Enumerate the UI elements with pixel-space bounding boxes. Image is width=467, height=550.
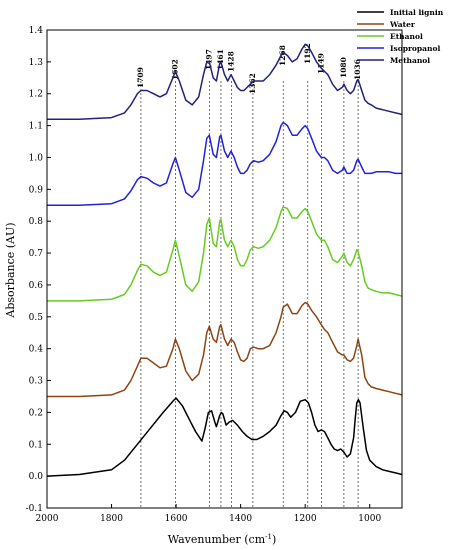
peak-label: 1080 bbox=[339, 57, 348, 78]
series-line-isopropanol bbox=[47, 121, 402, 207]
legend-label: Isopropanol bbox=[390, 44, 440, 53]
axes: -0.1 0.0 0.1 0.2 0.3 0.4 0.5 0.6 0.7 0.8 0.9 1.0 1.1… bbox=[26, 26, 403, 524]
peak-label: 1461 bbox=[216, 49, 225, 70]
peak-label: 1709 bbox=[136, 67, 145, 88]
legend: Initial lignin Water Ethanol Isopropanol Met… bbox=[357, 8, 444, 65]
y-tick-label: 0.4 bbox=[29, 345, 44, 355]
y-axis-label: Absorbance (AU) bbox=[4, 222, 17, 318]
x-axis-label-sup: -1 bbox=[265, 533, 272, 541]
x-tick-label: 1800 bbox=[100, 514, 123, 524]
series-line-methanol bbox=[47, 43, 403, 120]
peak-label: 1268 bbox=[278, 45, 287, 66]
peak-label: 1149 bbox=[317, 53, 326, 74]
y-tick-label: 1.2 bbox=[29, 90, 43, 100]
y-tick-label: -0.1 bbox=[26, 504, 43, 514]
y-tick-label: 1.1 bbox=[29, 122, 43, 132]
x-tick-label: 1200 bbox=[294, 514, 317, 524]
peak-label: 1362 bbox=[248, 73, 257, 94]
peak-label: 1428 bbox=[227, 51, 236, 72]
y-tick-label: 0.1 bbox=[29, 440, 43, 450]
x-axis-label-close: ) bbox=[272, 533, 276, 546]
peak-label: 1497 bbox=[204, 49, 213, 70]
x-tick-label: 2000 bbox=[36, 514, 59, 524]
series-group bbox=[46, 43, 403, 477]
y-tick-label: 0.5 bbox=[29, 313, 44, 323]
y-tick-label: 1.4 bbox=[29, 26, 44, 36]
peak-label: 1602 bbox=[170, 59, 179, 80]
y-tick-label: 0.0 bbox=[29, 472, 44, 482]
y-tick-label: 0.3 bbox=[29, 377, 44, 387]
y-tick-label: 0.6 bbox=[29, 281, 44, 291]
y-tick-label: 0.8 bbox=[29, 217, 44, 227]
legend-label: Initial lignin bbox=[390, 8, 444, 17]
legend-label: Ethanol bbox=[390, 32, 423, 41]
peak-label: 1036 bbox=[353, 59, 362, 80]
peak-marker-group: 1709 1602 1497 1461 1428 1362 1268 1192 1149 1080… bbox=[136, 43, 362, 508]
legend-label: Water bbox=[389, 20, 416, 29]
y-tick-label: 1.3 bbox=[29, 58, 44, 68]
y-tick-label: 0.2 bbox=[29, 408, 43, 418]
series-line-ethanol bbox=[47, 206, 403, 302]
series-line-water bbox=[47, 301, 403, 398]
plot-frame bbox=[46, 29, 403, 509]
x-tick-label: 1000 bbox=[358, 514, 381, 524]
x-tick-label: 1400 bbox=[229, 514, 252, 524]
y-tick-label: 0.9 bbox=[29, 185, 44, 195]
y-tick-label: 1.0 bbox=[29, 153, 44, 163]
x-tick-label: 1600 bbox=[165, 514, 188, 524]
peak-label: 1192 bbox=[303, 43, 312, 64]
y-tick-label: 0.7 bbox=[29, 249, 44, 259]
x-axis-label: Wavenumber (cm-1) bbox=[168, 533, 277, 546]
legend-label: Methanol bbox=[390, 56, 430, 65]
series-line-initial-lignin bbox=[46, 397, 403, 477]
x-axis-label-main: Wavenumber (cm bbox=[168, 533, 266, 546]
